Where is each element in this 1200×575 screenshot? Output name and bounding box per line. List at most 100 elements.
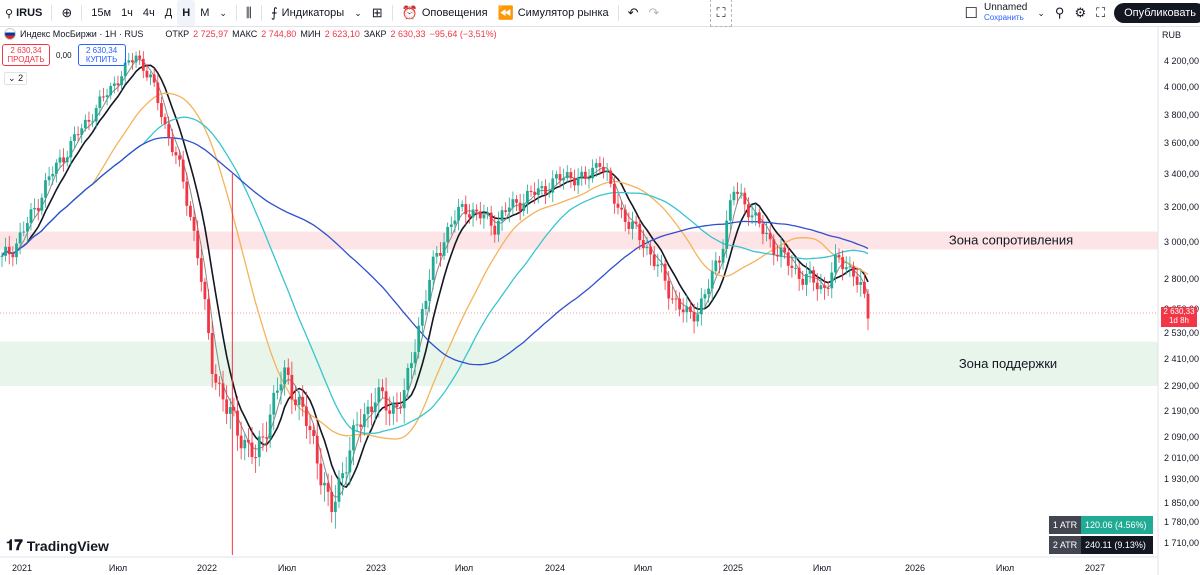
candle-body bbox=[667, 280, 671, 299]
candle-body bbox=[98, 96, 102, 109]
candle-body bbox=[558, 174, 562, 181]
moving-averages-layer bbox=[1, 58, 869, 498]
legend-high: 2 744,80 bbox=[261, 29, 297, 39]
redo-button[interactable]: ↷ bbox=[644, 0, 665, 26]
candle-body bbox=[127, 60, 131, 63]
candle-body bbox=[728, 200, 732, 221]
candle-body bbox=[815, 282, 819, 290]
candle-body bbox=[529, 190, 533, 192]
legend-title[interactable]: Индекс МосБиржи · 1Н · RUS bbox=[20, 29, 144, 39]
zone-label: Зона сопротивления bbox=[949, 232, 1073, 247]
tradingview-logo[interactable]: 𝟏𝟕 TradingView bbox=[6, 537, 109, 554]
sell-button[interactable]: 2 630,34 ПРОДАТЬ bbox=[2, 44, 50, 66]
undo-button[interactable]: ↶ bbox=[623, 0, 644, 26]
time-tick-label: 2022 bbox=[197, 563, 217, 573]
candle-body bbox=[743, 192, 747, 205]
candle-body bbox=[304, 406, 308, 427]
candle-body bbox=[196, 230, 200, 259]
price-tick-label: 3 400,00 bbox=[1164, 169, 1199, 179]
indicators-button[interactable]: ⨍ Индикаторы bbox=[266, 0, 349, 26]
timeframe-month[interactable]: М bbox=[200, 7, 210, 19]
candle-body bbox=[547, 192, 551, 195]
indicators-icon: ⨍ bbox=[270, 5, 278, 20]
candle-body bbox=[185, 181, 189, 206]
legend-low: 2 623,10 bbox=[324, 29, 360, 39]
time-tick-label: 2027 bbox=[1085, 563, 1105, 573]
alerts-button[interactable]: ⏰ Оповещения bbox=[397, 0, 493, 26]
alarm-clock-icon: ⏰ bbox=[401, 5, 418, 20]
candle-body bbox=[790, 265, 794, 268]
zones-layer bbox=[0, 231, 1158, 386]
timeframe-day[interactable]: Д bbox=[164, 7, 173, 19]
candle-body bbox=[819, 285, 823, 290]
divider bbox=[391, 5, 393, 21]
candle-body bbox=[424, 300, 428, 310]
atr-row-1: 1 ATR 120.06 (4.56%) bbox=[1049, 516, 1153, 534]
candle-body bbox=[319, 463, 323, 486]
symbol-search[interactable]: ⚲ IRUS bbox=[0, 0, 47, 26]
indicators-collapse-toggle[interactable]: ⌄ 2 bbox=[4, 72, 28, 85]
candle-body bbox=[83, 119, 87, 129]
time-tick-label: Июл bbox=[634, 563, 652, 573]
candle-body bbox=[833, 254, 837, 273]
axis-currency[interactable]: RUB bbox=[1162, 30, 1182, 40]
settings-button[interactable]: ⚙ bbox=[1069, 0, 1091, 26]
candle-body bbox=[623, 209, 627, 222]
candle-body bbox=[808, 270, 812, 274]
buy-button[interactable]: 2 630,34 КУПИТЬ bbox=[77, 44, 126, 66]
replay-button[interactable]: ⏪ Симулятор рынка bbox=[493, 0, 614, 26]
candle-body bbox=[290, 374, 294, 400]
buy-price: 2 630,34 bbox=[86, 46, 118, 55]
candle-body bbox=[801, 278, 805, 285]
candle-body bbox=[757, 212, 761, 224]
indicators-dropdown[interactable]: ⌄ bbox=[349, 0, 367, 26]
selection-frame-icon: ⛶ bbox=[716, 5, 726, 20]
compare-button[interactable]: ⊕ bbox=[56, 0, 77, 26]
price-tick-label: 2 800,00 bbox=[1164, 274, 1199, 284]
trade-panel: 2 630,34 ПРОДАТЬ 0,00 2 630,34 КУПИТЬ bbox=[2, 44, 126, 66]
candle-body bbox=[203, 281, 207, 300]
timeframe-4h[interactable]: 4ч bbox=[142, 7, 155, 19]
candle-body bbox=[44, 180, 47, 198]
candle-body bbox=[612, 183, 616, 204]
price-tick-label: 2 290,00 bbox=[1164, 381, 1199, 391]
candle-body bbox=[562, 178, 566, 181]
candle-body bbox=[257, 436, 261, 458]
candle-body bbox=[754, 212, 758, 216]
candle-body bbox=[663, 263, 667, 281]
candle-body bbox=[794, 267, 797, 269]
candle-body bbox=[138, 55, 142, 59]
legend-close: 2 630,33 bbox=[390, 29, 426, 39]
candle-body bbox=[7, 246, 11, 255]
templates-button[interactable]: ⊞ bbox=[367, 0, 388, 26]
candle-body bbox=[199, 258, 203, 282]
candle-body bbox=[453, 220, 457, 225]
publish-button[interactable]: Опубликовать bbox=[1114, 3, 1200, 23]
timeframe-1h[interactable]: 1ч bbox=[121, 7, 133, 19]
candle-body bbox=[750, 215, 754, 218]
candle-body bbox=[765, 232, 768, 235]
candle-body bbox=[591, 167, 595, 179]
layout-button[interactable]: ☐ Unnamed Сохранить bbox=[960, 0, 1033, 26]
candle-body bbox=[54, 162, 58, 174]
layout-dropdown[interactable]: ⌄ bbox=[1032, 0, 1050, 26]
timeframe-week[interactable]: Н bbox=[177, 0, 196, 26]
candle-body bbox=[388, 410, 392, 414]
candle-body bbox=[678, 298, 681, 310]
quick-search-button[interactable]: ⚲ bbox=[1050, 0, 1070, 26]
candle-body bbox=[511, 199, 515, 208]
chevron-down-icon: ⌄ bbox=[1037, 7, 1045, 18]
candle-body bbox=[283, 367, 287, 385]
timeframe-15m[interactable]: 15м bbox=[91, 7, 112, 19]
zone-label: Зона поддержки bbox=[959, 356, 1057, 371]
top-toolbar: ⚲ IRUS ⊕ 15м 1ч 4ч Д Н М ⌄ ⫼ ⨍ Индикатор… bbox=[0, 0, 1200, 27]
candle-body bbox=[87, 119, 91, 122]
candle-body bbox=[149, 74, 152, 78]
chart-type-button[interactable]: ⫼ bbox=[241, 0, 257, 26]
fullscreen-button[interactable]: ⛶ bbox=[1091, 0, 1110, 26]
fullscreen-select-button[interactable]: ⛶ bbox=[710, 0, 732, 27]
candle-body bbox=[649, 246, 652, 255]
timeframe-dropdown[interactable]: ⌄ bbox=[214, 0, 232, 26]
candle-body bbox=[710, 271, 714, 289]
